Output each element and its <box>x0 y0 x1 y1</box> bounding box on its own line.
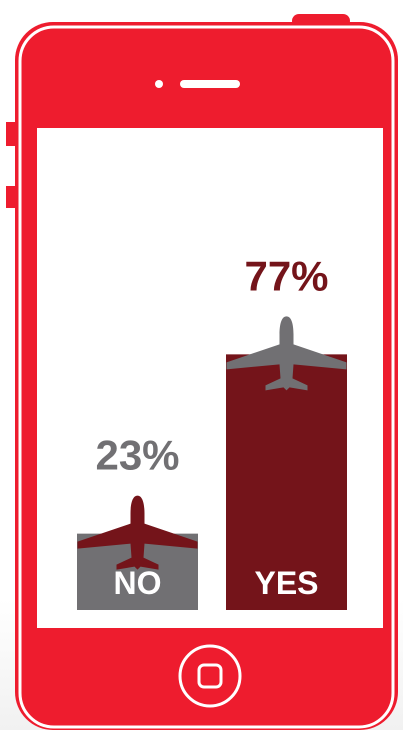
bar-chart: 23% NO 77% YES <box>77 252 347 610</box>
airplane-icon <box>226 316 347 391</box>
value-label-yes: 77% <box>244 252 328 299</box>
category-label-no: NO <box>114 565 162 601</box>
category-label-yes: YES <box>254 565 318 601</box>
airplane-icon <box>77 495 198 570</box>
home-button-icon[interactable] <box>178 644 242 708</box>
value-label-no: 23% <box>95 432 179 479</box>
bar-yes <box>226 354 347 610</box>
phone-outline <box>18 25 395 729</box>
speaker-slot-icon <box>155 80 240 88</box>
